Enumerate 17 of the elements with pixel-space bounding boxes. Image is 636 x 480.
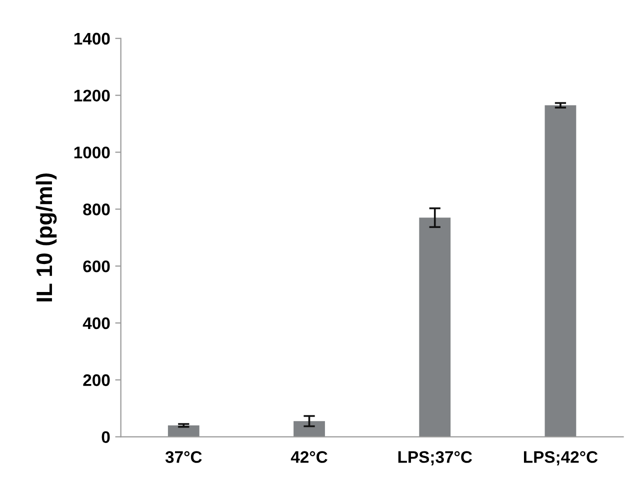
y-tick-label: 1000 bbox=[74, 146, 110, 158]
bar bbox=[544, 105, 576, 437]
x-tick-label: LPS;37°C bbox=[398, 451, 472, 466]
y-tick-label: 600 bbox=[83, 260, 110, 272]
y-tick-label: 1200 bbox=[74, 90, 110, 102]
y-tick-label: 1400 bbox=[74, 32, 110, 45]
x-tick-label: 42°C bbox=[290, 451, 328, 463]
x-tick-label: LPS;42°C bbox=[524, 451, 598, 466]
bar bbox=[168, 425, 200, 437]
x-tick-label: 37°C bbox=[165, 451, 202, 463]
y-tick-label: 800 bbox=[83, 204, 110, 216]
y-tick-label: 400 bbox=[82, 317, 110, 330]
bar bbox=[294, 421, 325, 437]
y-axis-title: IL 10 (pg/ml) bbox=[36, 173, 57, 302]
y-tick-label: 200 bbox=[83, 374, 110, 386]
y-tick-label: 0 bbox=[102, 431, 110, 444]
bar bbox=[419, 218, 451, 437]
